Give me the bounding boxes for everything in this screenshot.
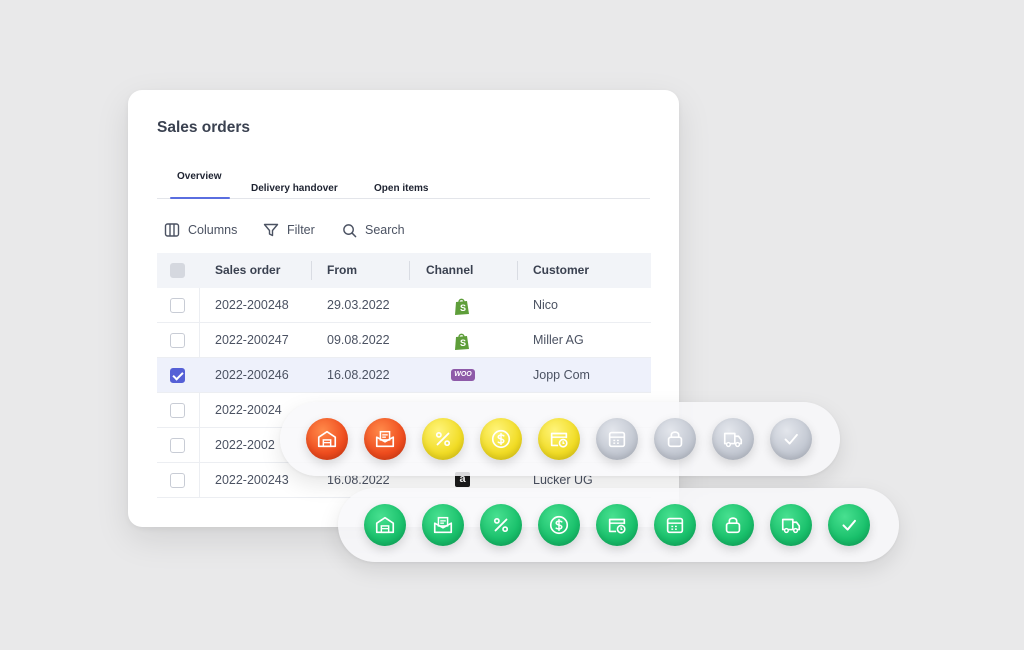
tab-open-items[interactable]: Open items	[374, 183, 429, 194]
status-calendar-clock-yellow[interactable]	[538, 418, 580, 460]
header-from[interactable]: From	[327, 263, 357, 277]
tab-overview[interactable]: Overview	[177, 171, 222, 182]
row-checkbox[interactable]	[170, 298, 185, 313]
status-mail-red[interactable]	[364, 418, 406, 460]
select-all-checkbox[interactable]	[170, 263, 185, 278]
tabs-divider	[157, 198, 650, 199]
row-checkbox[interactable]	[170, 333, 185, 348]
check-icon	[784, 433, 798, 445]
customer-cell: Jopp Com	[533, 368, 590, 382]
percent-icon	[435, 431, 451, 447]
check-icon	[842, 519, 856, 531]
status-dollar-yellow[interactable]	[480, 418, 522, 460]
status-dollar-green[interactable]	[538, 504, 580, 546]
table-row[interactable]: 2022-200247 09.08.2022 S Miller AG	[157, 323, 651, 358]
status-warehouse-red[interactable]	[306, 418, 348, 460]
header-separator	[311, 261, 312, 280]
row-checkbox-checked[interactable]	[170, 368, 185, 383]
status-calendar-green[interactable]	[654, 504, 696, 546]
sales-order-cell: 2022-200248	[215, 298, 289, 312]
table-header: Sales order From Channel Customer	[157, 253, 651, 288]
from-cell: 09.08.2022	[327, 333, 390, 347]
status-check-green[interactable]	[828, 504, 870, 546]
shopify-icon: S	[455, 333, 469, 350]
columns-label: Columns	[188, 223, 238, 237]
woocommerce-icon: WOO	[451, 369, 475, 381]
warehouse-icon	[317, 430, 337, 448]
page-title: Sales orders	[157, 119, 251, 136]
status-percent-yellow[interactable]	[422, 418, 464, 460]
sales-order-cell: 2022-200246	[215, 368, 289, 382]
mail-icon	[375, 430, 395, 448]
truck-icon	[723, 432, 743, 448]
status-calendar-clock-green[interactable]	[596, 504, 638, 546]
svg-text:S: S	[460, 303, 466, 313]
order-status-bar-in-progress	[280, 402, 840, 476]
warehouse-icon	[375, 516, 395, 534]
status-truck-green[interactable]	[770, 504, 812, 546]
lock-icon	[725, 517, 741, 534]
header-channel[interactable]: Channel	[426, 263, 474, 277]
header-customer[interactable]: Customer	[533, 263, 590, 277]
columns-icon	[164, 223, 180, 237]
filter-icon	[263, 223, 279, 237]
calendar-clock-icon	[608, 518, 626, 534]
status-warehouse-green[interactable]	[364, 504, 406, 546]
sales-order-cell: 2022-2002	[215, 438, 275, 452]
customer-cell: Nico	[533, 298, 559, 312]
calendar-icon	[608, 431, 626, 448]
columns-button[interactable]: Columns	[164, 220, 237, 240]
status-mail-green[interactable]	[422, 504, 464, 546]
header-separator	[517, 261, 518, 280]
from-cell: 16.08.2022	[327, 473, 390, 487]
row-checkbox[interactable]	[170, 473, 185, 488]
search-button[interactable]: Search	[342, 220, 405, 240]
row-checkbox[interactable]	[170, 403, 185, 418]
filter-button[interactable]: Filter	[263, 220, 315, 240]
header-sales-order[interactable]: Sales order	[215, 263, 281, 277]
from-cell: 29.03.2022	[327, 298, 390, 312]
search-icon	[343, 223, 357, 237]
mail-icon	[433, 516, 453, 534]
table-row[interactable]: 2022-200248 29.03.2022 S Nico	[157, 288, 651, 323]
status-lock-gray[interactable]	[654, 418, 696, 460]
status-check-gray[interactable]	[770, 418, 812, 460]
status-lock-green[interactable]	[712, 504, 754, 546]
dollar-icon	[549, 515, 569, 535]
active-tab-indicator	[170, 197, 230, 199]
truck-icon	[781, 518, 801, 534]
status-calendar-gray[interactable]	[596, 418, 638, 460]
checkbox-column-divider	[199, 288, 200, 498]
status-percent-green[interactable]	[480, 504, 522, 546]
sales-order-cell: 2022-200243	[215, 473, 289, 487]
header-separator	[409, 261, 410, 280]
customer-cell: Lucker UG	[533, 473, 593, 487]
table-row-selected[interactable]: 2022-200246 16.08.2022 WOO Jopp Com	[157, 358, 651, 393]
lock-icon	[667, 431, 683, 448]
sales-order-cell: 2022-20024	[215, 403, 282, 417]
calendar-clock-icon	[550, 432, 568, 448]
row-checkbox[interactable]	[170, 438, 185, 453]
filter-label: Filter	[287, 223, 315, 237]
sales-order-cell: 2022-200247	[215, 333, 289, 347]
calendar-icon	[666, 517, 684, 534]
search-label: Search	[365, 223, 405, 237]
customer-cell: Miller AG	[533, 333, 584, 347]
dollar-icon	[491, 429, 511, 449]
tab-delivery-handover[interactable]: Delivery handover	[251, 183, 338, 194]
order-status-bar-complete	[338, 488, 899, 562]
percent-icon	[493, 517, 509, 533]
svg-text:S: S	[460, 338, 466, 348]
shopify-icon: S	[455, 298, 469, 315]
status-truck-gray[interactable]	[712, 418, 754, 460]
from-cell: 16.08.2022	[327, 368, 390, 382]
